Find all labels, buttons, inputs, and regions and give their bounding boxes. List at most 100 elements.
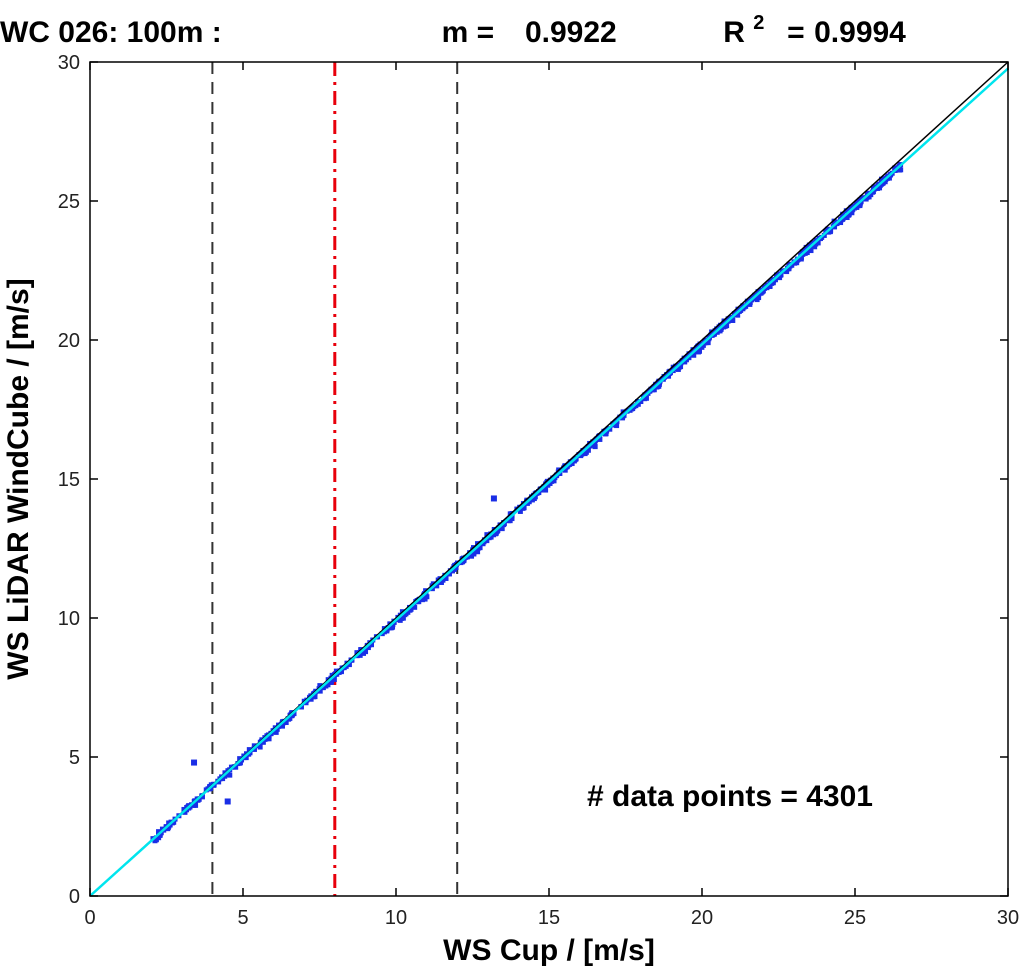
x-tick-label: 20 [691,907,713,929]
y-axis-label: WS LiDAR WindCube / [m/s] [2,278,35,679]
data-point [681,355,687,361]
data-point [443,575,449,581]
r2-superscript: 2 [753,12,764,34]
data-point [747,301,753,307]
data-point [789,262,795,268]
data-point [287,715,293,721]
data-point [400,615,406,621]
r2-value: 0.9994 [814,16,906,49]
data-point [469,553,475,559]
series-lines [89,61,1009,897]
data-point [614,423,620,429]
outlier-point [224,798,231,805]
data-point [389,625,395,631]
data-point [849,210,855,216]
axis-ticks [89,61,1009,897]
data-point [696,348,702,354]
data-point [260,739,266,745]
data-point [266,736,272,742]
data-point [256,743,262,749]
x-tick-label: 0 [84,907,95,929]
data-point [325,682,331,688]
data-point [898,167,904,173]
data-point [246,747,252,753]
data-point [279,723,285,729]
data-point [815,240,821,246]
data-point [721,318,727,324]
data-point [499,526,505,532]
data-point [216,779,222,785]
data-point [484,538,490,544]
title-label: WC 026: 100m : [0,16,222,49]
data-point [475,545,481,551]
data-point [718,322,724,328]
data-point [578,453,584,459]
data-point [317,688,323,694]
reference-lines [211,62,459,896]
data-point [592,440,598,446]
data-point [346,662,352,668]
data-point [786,265,792,271]
x-axis-label: WS Cup / [m/s] [443,934,655,967]
data-point [227,772,233,778]
data-point [412,604,418,610]
data-point [529,497,535,503]
data-point [419,597,425,603]
y-tick-label: 30 [58,52,80,74]
outlier-point [191,759,198,766]
data-point [331,676,337,682]
data-point [886,175,892,181]
data-point [638,399,644,405]
data-point [794,257,800,263]
data-point [360,650,366,656]
data-point [312,694,318,700]
data-point [808,248,814,254]
data-point [581,450,587,456]
data-point [333,668,339,674]
fit-line [89,67,1009,897]
data-point [843,208,849,214]
data-point [843,214,849,220]
data-point [827,229,833,235]
data-point [700,342,706,348]
data-point [831,218,837,224]
data-point [740,303,746,309]
data-point [438,579,444,585]
data-point [446,571,452,577]
data-point [520,505,526,511]
data-point [798,254,804,260]
data-point [710,329,716,335]
data-point [191,802,197,808]
x-tick-label: 15 [538,907,560,929]
chart-title: WC 026: 100m : m = 0.9922 R 2 = 0.9994 [0,3,906,49]
data-point [871,184,877,190]
data-point [405,609,411,615]
data-point [840,211,846,217]
x-tick-label: 30 [997,907,1019,929]
y-tick-label: 20 [58,330,80,352]
data-point [846,212,852,218]
data-point [803,244,809,250]
data-point [182,809,188,815]
data-point [181,806,187,812]
r2-equals: = [787,16,805,49]
data-point [756,295,762,301]
data-point [730,317,736,323]
y-tick-label: 25 [58,191,80,213]
data-point [877,182,883,188]
data-point [778,272,784,278]
data-point [857,201,863,207]
data-point [603,431,609,437]
data-point [153,835,159,841]
data-point [792,260,798,266]
outlier-point [490,495,497,502]
x-tick-labels: 0 5 10 15 20 25 30 [84,907,1019,929]
slope-value: 0.9922 [525,16,617,49]
x-tick-label: 25 [844,907,866,929]
data-point [854,199,860,205]
data-point [384,628,390,634]
data-point [723,323,729,329]
data-point [329,679,335,685]
data-point [369,642,375,648]
